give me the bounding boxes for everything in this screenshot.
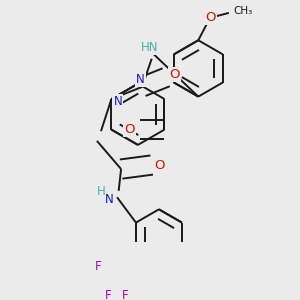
Text: F: F (104, 290, 111, 300)
Text: N: N (136, 73, 145, 86)
Text: N: N (113, 95, 122, 108)
Text: CH₃: CH₃ (233, 6, 252, 16)
Text: O: O (124, 123, 135, 136)
Text: N: N (105, 193, 113, 206)
Text: F: F (122, 290, 129, 300)
Text: O: O (205, 11, 216, 24)
Text: H: H (97, 185, 105, 198)
Text: O: O (154, 158, 165, 172)
Text: F: F (95, 260, 101, 273)
Text: O: O (169, 68, 179, 81)
Text: HN: HN (141, 41, 159, 54)
